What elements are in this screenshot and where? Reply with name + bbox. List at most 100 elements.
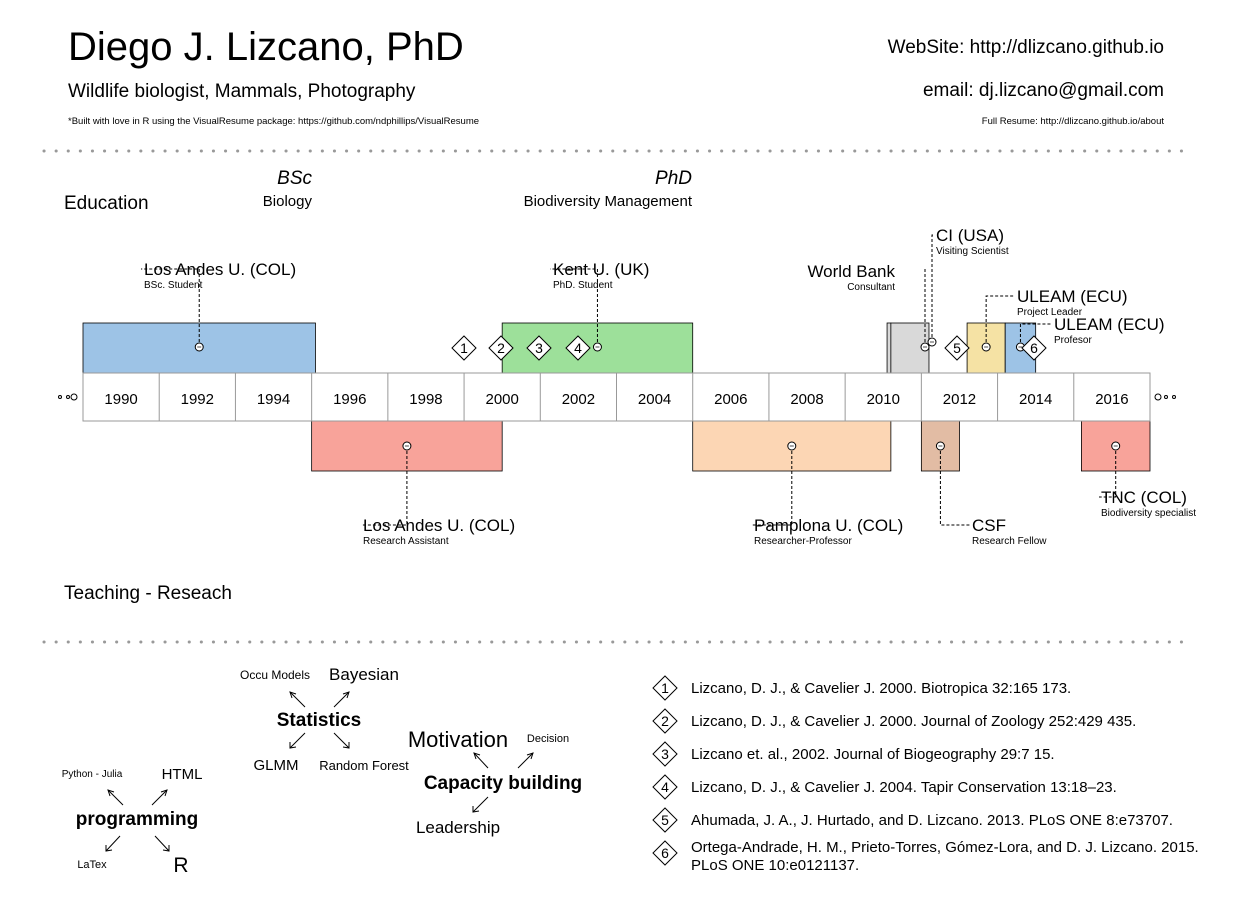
publication-marker-6[interactable]: 6: [1021, 335, 1047, 361]
skill-cluster-statistics: [289, 691, 350, 749]
top-event-box[interactable]: [886, 322, 892, 374]
arrowhead: [473, 752, 481, 760]
publication-marker-list-3[interactable]: 3: [652, 741, 678, 767]
marker-number: 4: [661, 779, 669, 795]
publication-citation: Ortega-Andrade, H. M., Prieto-Torres, Gó…: [691, 839, 1199, 856]
skill-programming: programming: [76, 809, 198, 830]
arrowhead: [107, 789, 115, 797]
arrow-decision: [517, 752, 534, 769]
publication-marker-list-2[interactable]: 2: [652, 708, 678, 734]
year-label: 1990: [104, 391, 137, 408]
year-label: 1996: [333, 391, 366, 408]
event-title: CSF: [972, 516, 1006, 535]
event-title: ULEAM (ECU): [1054, 315, 1165, 334]
publication-citation: Lizcano, D. J., & Cavelier J. 2000. Jour…: [691, 713, 1136, 730]
leader-line: [985, 295, 1014, 347]
year-label: 1994: [257, 391, 290, 408]
axis-end-dot: [1164, 395, 1168, 399]
event-subtitle: Visiting Scientist: [936, 246, 1009, 257]
publication-marker-4[interactable]: 4: [565, 335, 591, 361]
event-title: World Bank: [807, 262, 895, 281]
degree-title-phd: PhD: [655, 168, 692, 189]
marker-number: 3: [535, 340, 543, 356]
leader-line: [931, 234, 933, 342]
leader-line: [752, 446, 793, 526]
degree-field-phd: Biodiversity Management: [524, 193, 693, 210]
publication-marker-2[interactable]: 2: [488, 335, 514, 361]
diamond-icon: [652, 708, 678, 734]
event-subtitle: BSc. Student: [144, 280, 203, 291]
publication-marker-list-1[interactable]: 1: [652, 675, 678, 701]
skill-r: R: [173, 854, 188, 877]
axis-end-dot: [1154, 393, 1162, 401]
marker-number: 6: [661, 845, 669, 861]
publication-marker-list-5[interactable]: 5: [652, 807, 678, 833]
event-subtitle: Project Leader: [1017, 307, 1083, 318]
event-title: Kent U. (UK): [553, 260, 649, 279]
skill-python-julia: Python - Julia: [62, 769, 123, 780]
arrowhead: [105, 845, 113, 852]
email-link[interactable]: email: dj.lizcano@gmail.com: [923, 80, 1164, 101]
publication-marker-3[interactable]: 3: [526, 335, 552, 361]
marker-number: 6: [1030, 340, 1038, 356]
arrowhead: [342, 691, 350, 699]
marker-number: 4: [574, 340, 582, 356]
publication-markers: 1 2 3 4 5 6: [451, 335, 1047, 361]
diamond-icon: [944, 335, 970, 361]
skill-occu-models: Occu Models: [240, 668, 310, 682]
full-resume-link[interactable]: Full Resume: http://dlizcano.github.io/a…: [982, 116, 1165, 127]
website-link[interactable]: WebSite: http://dlizcano.github.io: [888, 37, 1164, 58]
arrowhead: [289, 691, 297, 699]
resume-name: Diego J. Lizcano, PhD: [68, 25, 464, 69]
arrow-glmm: [289, 732, 306, 749]
publication-marker-list-4[interactable]: 4: [652, 774, 678, 800]
skill-latex: LaTex: [77, 859, 107, 871]
diamond-icon: [451, 335, 477, 361]
skill-decision: Decision: [527, 733, 569, 745]
year-label: 1992: [181, 391, 214, 408]
event-title: Pamplona U. (COL): [754, 516, 903, 535]
teaching-label: Teaching - Reseach: [64, 583, 232, 604]
arrow-latex: [105, 835, 121, 852]
arrow-html: [151, 789, 168, 806]
skill-bayesian: Bayesian: [329, 665, 399, 684]
leader-line: [939, 446, 970, 526]
arrow-python: [107, 789, 124, 806]
arrowhead: [472, 806, 480, 813]
skill-leadership: Leadership: [416, 818, 500, 837]
publication-marker-1[interactable]: 1: [451, 335, 477, 361]
publication-citation: Lizcano, D. J., & Cavelier J. 2004. Tapi…: [691, 779, 1117, 796]
skill-cluster-programming: [105, 789, 170, 852]
event-title: CI (USA): [936, 226, 1004, 245]
arrow-r: [154, 835, 170, 852]
publication-citation-cont: PLoS ONE 10:e0121137.: [691, 857, 859, 874]
marker-number: 5: [953, 340, 961, 356]
leader-line: [1099, 446, 1117, 498]
diamond-icon: [652, 774, 678, 800]
publication-citation: Ahumada, J. A., J. Hurtado, and D. Lizca…: [691, 812, 1173, 829]
arrow-occu: [289, 691, 306, 708]
year-label: 2008: [790, 391, 823, 408]
year-label: 2016: [1095, 391, 1128, 408]
publication-citation: Lizcano et. al., 2002. Journal of Biogeo…: [691, 746, 1055, 763]
event-title: Los Andes U. (COL): [363, 516, 515, 535]
publication-marker-5[interactable]: 5: [944, 335, 970, 361]
skill-cluster-capacity: [472, 752, 534, 813]
skill-random-forest: Random Forest: [319, 758, 409, 773]
built-note: *Built with love in R using the VisualRe…: [68, 116, 479, 127]
year-label: 2004: [638, 391, 671, 408]
axis-end-dot: [66, 395, 70, 399]
arrow-leadership: [472, 796, 489, 813]
arrowhead: [289, 742, 297, 749]
arrowhead: [162, 845, 170, 852]
year-label: 2000: [485, 391, 518, 408]
year-label: 2012: [943, 391, 976, 408]
event-subtitle: PhD. Student: [553, 280, 613, 291]
marker-number: 5: [661, 812, 669, 828]
arrowhead: [342, 742, 350, 749]
event-subtitle: Research Assistant: [363, 536, 449, 547]
publication-citation: Lizcano, D. J., & Cavelier J. 2000. Biot…: [691, 680, 1071, 697]
publication-marker-list-6[interactable]: 6: [652, 840, 678, 866]
degree-field-bsc: Biology: [263, 193, 313, 210]
